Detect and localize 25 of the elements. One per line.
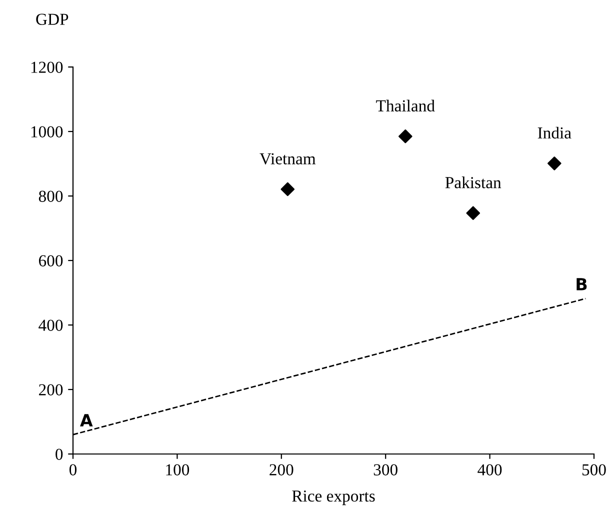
y-tick-label: 1200 (31, 62, 63, 73)
annotation: B (576, 278, 587, 290)
y-tick-label: 1000 (31, 126, 63, 138)
y-tick-label: 800 (38, 190, 63, 202)
point (548, 156, 562, 170)
x-tick-label: 200 (270, 464, 294, 476)
annotation: Vietnam (260, 153, 316, 164)
point (398, 129, 412, 144)
annotation: Pakistan (445, 176, 502, 188)
y-tick-label: 400 (38, 320, 63, 331)
x-axis-title: Rice exports (292, 490, 375, 506)
x-tick-label: 400 (478, 464, 502, 476)
y-tick-label: 0 (56, 448, 63, 460)
x-tick-label: 500 (582, 464, 606, 476)
annotation: Thailand (376, 100, 435, 112)
point (280, 182, 295, 196)
y-tick-label: 200 (39, 384, 63, 396)
annotation: India (538, 126, 572, 139)
y-tick-label: 600 (38, 255, 63, 266)
y-axis-title: GDP (36, 14, 68, 25)
x-tick-label: 100 (166, 464, 190, 476)
point (466, 206, 480, 220)
x-tick-label: 300 (374, 464, 398, 476)
annotation: A (80, 414, 93, 426)
x-tick-label: 0 (69, 464, 77, 476)
